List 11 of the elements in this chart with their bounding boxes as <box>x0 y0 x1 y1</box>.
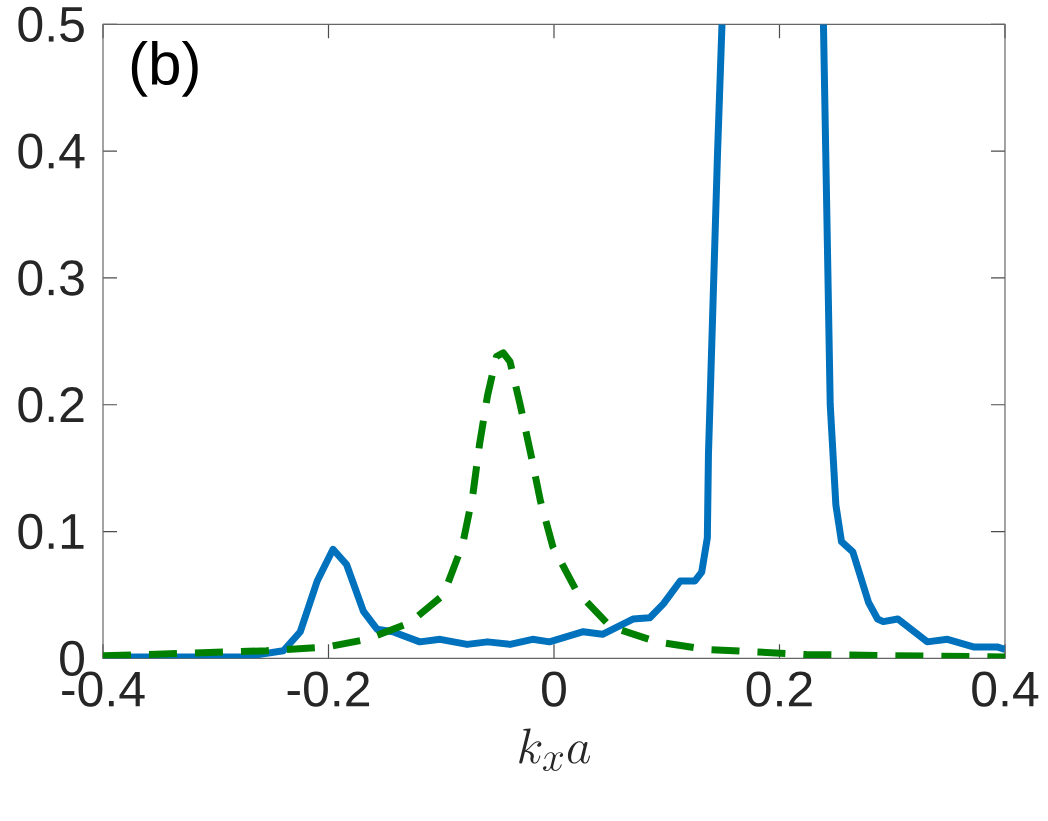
y-tick-label: 0.2 <box>18 386 84 423</box>
y-tick-label: 0.1 <box>18 513 84 550</box>
x-tick-label: -0.2 <box>287 671 370 707</box>
x-tick-label: 0.4 <box>972 671 1039 707</box>
x-axis-title: $k_x a$ <box>519 728 591 771</box>
annotation: (b) <box>131 40 198 97</box>
x-tick-label: 0.2 <box>746 671 812 707</box>
x-tick-label: 0 <box>542 671 566 707</box>
y-tick-label: 0.3 <box>18 260 84 296</box>
y-tick-label: 0.5 <box>18 6 84 42</box>
y-tick-label: 0.4 <box>18 133 85 169</box>
